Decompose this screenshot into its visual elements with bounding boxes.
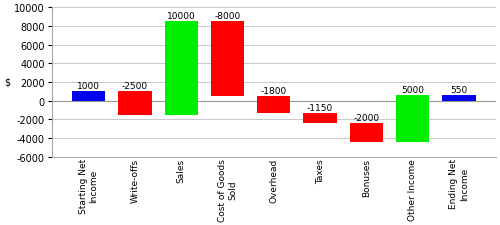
Bar [118,92,152,115]
Text: 1000: 1000 [77,82,100,91]
Text: -1800: -1800 [260,86,287,95]
Text: -2500: -2500 [122,82,148,91]
Text: 5000: 5000 [401,86,424,95]
Y-axis label: $: $ [4,78,10,88]
Bar [350,124,383,142]
Bar [72,92,106,101]
Text: -1150: -1150 [307,103,333,112]
Bar [257,97,290,113]
Bar [442,96,476,101]
Bar [164,22,198,115]
Text: 550: 550 [450,86,468,95]
Bar [304,113,337,124]
Text: 10000: 10000 [167,12,196,21]
Text: -2000: -2000 [354,114,380,123]
Bar [396,96,430,142]
Text: -8000: -8000 [214,12,240,21]
Bar [211,22,244,97]
